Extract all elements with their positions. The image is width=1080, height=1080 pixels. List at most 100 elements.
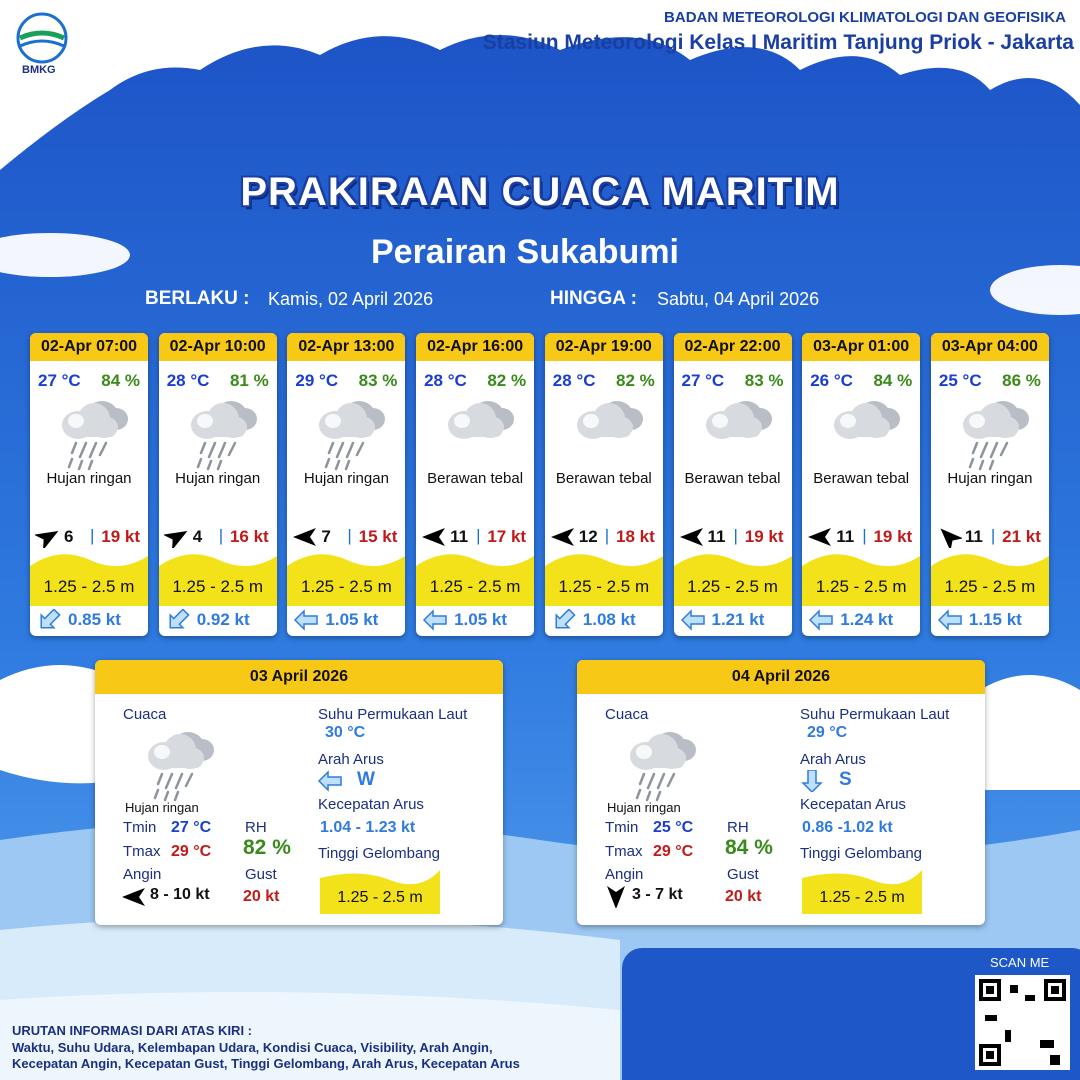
- current-speed: 1.24 kt: [840, 610, 894, 629]
- gust: 19 kt: [873, 527, 913, 546]
- forecast-card: 02-Apr 13:00 29 °C 83 % Hujan ringan 7 | 15 k…: [287, 333, 406, 636]
- gust: 19 kt: [744, 527, 784, 546]
- temperature: 27 °C: [681, 371, 725, 390]
- organization: BADAN METEOROLOGI KLIMATOLOGI DAN GEOFIS…: [664, 9, 1066, 26]
- current-arrow: [36, 608, 62, 636]
- current-speed: 1.05 kt: [454, 610, 508, 629]
- wave-height: 1.25 - 2.5 m: [944, 577, 1036, 596]
- humidity: 82 %: [487, 371, 527, 390]
- weather-icon-graphic: [148, 732, 214, 802]
- current-arrow: [808, 609, 834, 636]
- current-speed: 0.92 kt: [196, 610, 250, 629]
- title: PRAKIRAAN CUACA MARITIM: [240, 170, 840, 214]
- weather-icon-graphic: [705, 401, 772, 439]
- wind-speed: 12: [578, 527, 598, 546]
- temperature: 28 °C: [424, 371, 467, 390]
- condition: Hujan ringan: [303, 470, 389, 487]
- tmin-label: Tmin: [605, 819, 639, 836]
- rh: 82 %: [243, 836, 291, 859]
- wave-area: [416, 546, 535, 611]
- separator: |: [990, 526, 996, 545]
- current-speed: 1.21 kt: [711, 610, 765, 629]
- separator: |: [347, 526, 352, 545]
- separator: |: [604, 526, 610, 545]
- tmin-label: Tmin: [123, 819, 157, 836]
- wind-arrow-graphic: [679, 528, 703, 546]
- card-time: 02-Apr 16:00: [416, 333, 535, 361]
- temperature: 29 °C: [295, 371, 339, 390]
- wind-arrow-graphic: [808, 528, 832, 546]
- weather-icon: [311, 393, 391, 478]
- to-date: Sabtu, 04 April 2026: [657, 289, 820, 309]
- tmax-label: Tmax: [605, 843, 643, 860]
- wind-arrow: [550, 526, 576, 553]
- wind-arrow: [421, 526, 447, 553]
- weather-icon: [440, 393, 520, 478]
- wave-area-graphic: [802, 554, 921, 606]
- legend-line: Kecepatan Angin, Kecepatan Gust, Tinggi …: [12, 1056, 520, 1071]
- legend-line: Waktu, Suhu Udara, Kelembapan Udara, Kon…: [12, 1040, 493, 1055]
- wave-area-graphic: [930, 554, 1049, 606]
- tmax: 29 °C: [171, 843, 212, 860]
- weather-icon: [955, 393, 1035, 478]
- forecast-card: 02-Apr 19:00 28 °C 82 % Berawan tebal 12 | 18…: [544, 333, 663, 636]
- wave-area: [30, 546, 148, 611]
- separator: |: [218, 526, 224, 545]
- current-arrow-graphic: [40, 608, 61, 629]
- wind-arrow: [292, 526, 318, 553]
- weather-icon-graphic: [834, 401, 901, 439]
- condition: Berawan tebal: [555, 470, 652, 487]
- wave-height: 1.25 - 2.5 m: [819, 889, 905, 906]
- wind-speed: 7: [321, 527, 331, 546]
- wind-arrow-graphic: [550, 528, 574, 546]
- sst-label: Suhu Permukaan Laut: [800, 706, 950, 723]
- sst: 29 °C: [807, 724, 848, 741]
- humidity: 84 %: [101, 371, 140, 390]
- current-arrow-graphic: [801, 769, 823, 794]
- daily-panel: 03 April 2026 Cuaca Hujan ringan Tmin 27 °C…: [95, 660, 503, 925]
- logo: [16, 12, 68, 64]
- wave-box-graphic: [802, 870, 922, 914]
- wave-area-graphic: [544, 554, 663, 606]
- weather-icon: [826, 393, 906, 478]
- gust: 20 kt: [725, 888, 762, 905]
- wave-height: 1.25 - 2.5 m: [337, 889, 423, 906]
- wind-speed: 6: [64, 527, 74, 546]
- wave-height: 1.25 - 2.5 m: [172, 577, 264, 596]
- subtitle: Perairan Sukabumi: [370, 233, 679, 271]
- current-speed: 0.86 -1.02 kt: [802, 819, 893, 836]
- card-time: 03-Apr 04:00: [930, 333, 1049, 361]
- wind: 3 - 7 kt: [632, 886, 683, 903]
- wave-box-graphic: [320, 870, 440, 914]
- wind-arrow-graphic: [122, 888, 145, 906]
- weather-label: Cuaca: [123, 706, 167, 723]
- from-date: Kamis, 02 April 2026: [268, 289, 434, 309]
- wave-height: 1.25 - 2.5 m: [301, 577, 392, 596]
- wind-label: Angin: [123, 866, 162, 883]
- temperature: 28 °C: [166, 371, 210, 390]
- wind-speed: 11: [964, 527, 983, 546]
- wave-area: [287, 546, 406, 611]
- current-dir: S: [839, 769, 852, 790]
- weather-label: Cuaca: [605, 706, 649, 723]
- rh: 84 %: [725, 836, 773, 859]
- wave-area-graphic: [287, 554, 406, 606]
- card-time: 02-Apr 07:00: [30, 333, 148, 361]
- wind-arrow-graphic: [33, 531, 59, 551]
- station: Stasiun Meteorologi Kelas I Maritim Tanj…: [482, 31, 1074, 54]
- current-arrow: [680, 609, 706, 636]
- wave-label: Tinggi Gelombang: [318, 845, 441, 862]
- to-label: HINGGA :: [550, 288, 637, 309]
- current-arrow: [317, 770, 343, 797]
- weather-icon: [622, 724, 702, 809]
- current-arrow-graphic: [317, 770, 342, 792]
- wind-speed: 11: [450, 527, 469, 546]
- forecast-card: 03-Apr 01:00 26 °C 84 % Berawan tebal 11 | 19…: [802, 333, 921, 636]
- wave-height: 1.25 - 2.5 m: [429, 577, 521, 596]
- current-speed: 1.15 kt: [968, 610, 1022, 629]
- daily-panel: 04 April 2026 Cuaca Hujan ringan Tmin 25 °C…: [577, 660, 985, 925]
- daily-date: 03 April 2026: [95, 660, 503, 694]
- wave-area: [802, 546, 921, 611]
- wave-height: 1.25 - 2.5 m: [687, 577, 778, 596]
- condition: Berawan tebal: [813, 470, 910, 487]
